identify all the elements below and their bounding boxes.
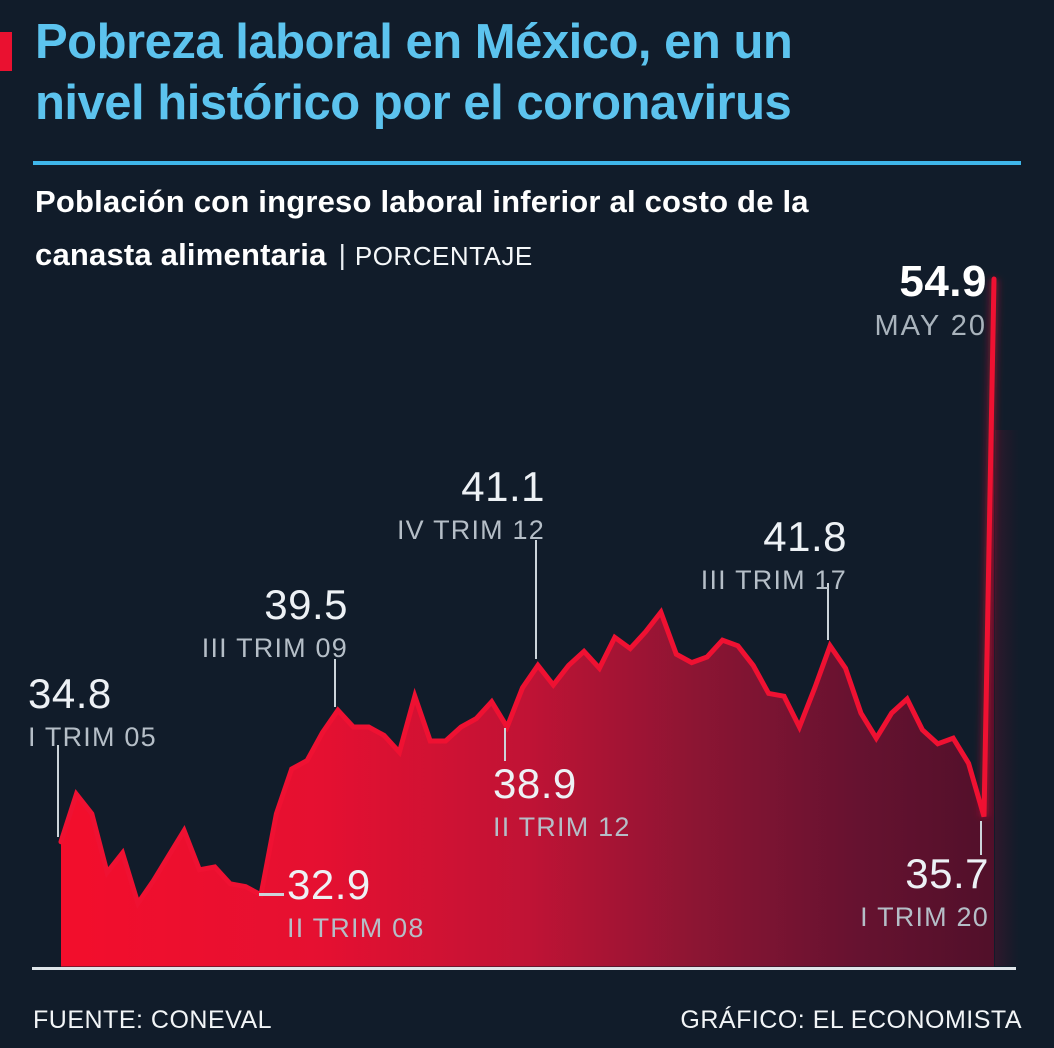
annotation-value: 41.1 [461, 463, 545, 510]
annotation-2012q4: 41.1 IV TRIM 12 [305, 466, 545, 544]
callout-line-2020q1 [980, 821, 982, 855]
annotation-2017q3: 41.8 III TRIM 17 [607, 516, 847, 594]
callout-line-2012q2 [504, 728, 506, 761]
annotation-value: 39.5 [264, 581, 348, 628]
graphic-credit: GRÁFICO: EL ECONOMISTA [680, 1006, 1022, 1034]
annotation-value: 41.8 [763, 513, 847, 560]
annotation-value: 34.8 [28, 670, 112, 717]
callout-line-2017q3 [827, 583, 829, 640]
annotation-period: III TRIM 09 [201, 633, 348, 663]
annotation-period: II TRIM 12 [493, 812, 631, 842]
callout-line-2009q3 [334, 659, 336, 707]
spike-fade [995, 430, 1020, 966]
annotation-period: II TRIM 08 [287, 913, 425, 943]
annotation-2009q3: 39.5 III TRIM 09 [108, 584, 348, 662]
annotation-value: 35.7 [905, 850, 989, 897]
header-accent-bar [0, 32, 12, 71]
annotation-may20-peak: 54.9 MAY 20 [747, 260, 987, 341]
annotation-period: MAY 20 [874, 310, 987, 342]
page-title-line2: nivel histórico por el coronavirus [35, 76, 792, 130]
annotation-period: I TRIM 20 [860, 902, 989, 932]
subtitle-separator: | [338, 239, 346, 270]
chart-subtitle: Población con ingreso laboral inferior a… [35, 178, 1035, 284]
poverty-line [58, 276, 997, 910]
annotation-2005q1: 34.8 I TRIM 05 [28, 673, 157, 751]
subtitle-unit-label: PORCENTAJE [354, 241, 533, 271]
annotation-value: 38.9 [493, 760, 577, 807]
source-credit: FUENTE: CONEVAL [33, 1006, 273, 1034]
subtitle-bold-text: canasta alimentaria [35, 237, 327, 272]
title-underline [33, 161, 1021, 165]
annotation-2008q2: 32.9 II TRIM 08 [287, 864, 425, 942]
callout-tick-2008q2 [259, 893, 284, 896]
page-title: Pobreza laboral en México, en un nivel h… [35, 12, 1035, 134]
annotation-period: IV TRIM 12 [396, 515, 545, 545]
annotation-value: 32.9 [287, 861, 371, 908]
poverty-area-fill [61, 279, 994, 967]
annotation-2012q2: 38.9 II TRIM 12 [493, 763, 631, 841]
subtitle-line2: canasta alimentaria | PORCENTAJE [35, 231, 1035, 284]
annotation-2020q1: 35.7 I TRIM 20 [749, 853, 989, 931]
callout-line-2005q1 [57, 745, 59, 837]
subtitle-line1: Población con ingreso laboral inferior a… [35, 184, 809, 219]
annotation-period: I TRIM 05 [28, 722, 157, 752]
page-title-line1: Pobreza laboral en México, en un [35, 15, 793, 69]
annotation-value: 54.9 [899, 257, 987, 306]
annotation-period: III TRIM 17 [700, 565, 847, 595]
callout-line-2012q4 [535, 540, 537, 659]
